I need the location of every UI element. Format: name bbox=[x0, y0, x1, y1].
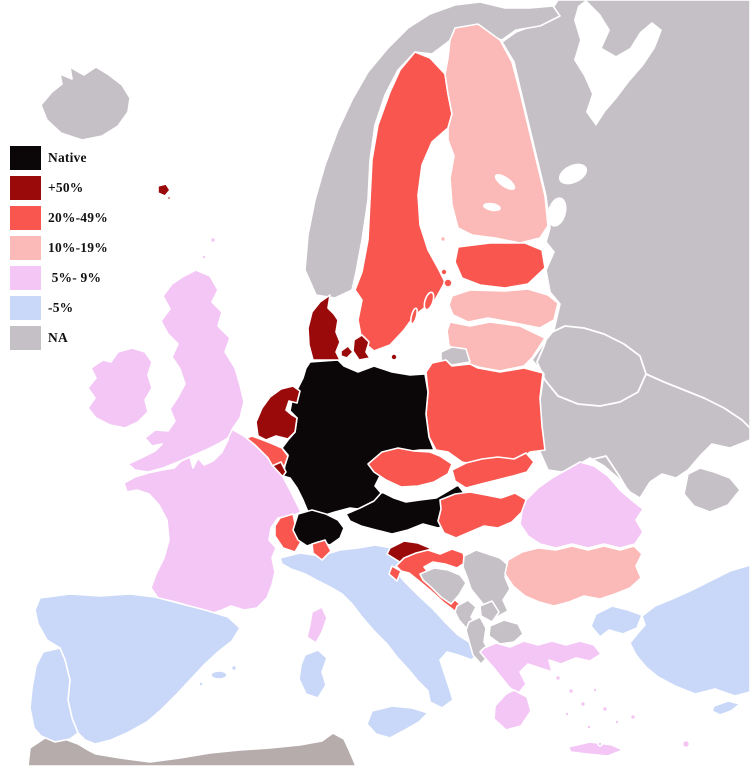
region-zealand bbox=[352, 334, 371, 361]
legend-swatch-plus50 bbox=[10, 176, 41, 200]
legend-item-na: NA bbox=[10, 326, 108, 350]
legend-label-plus50: +50% bbox=[48, 180, 84, 195]
legend-label-native: Native bbox=[48, 150, 87, 165]
region-denmark bbox=[307, 294, 341, 361]
region-ireland bbox=[87, 347, 153, 429]
region-switzerland-west bbox=[274, 513, 303, 553]
region-hungary bbox=[437, 491, 528, 539]
region-saaremaa bbox=[443, 278, 453, 288]
finnish-lake bbox=[494, 173, 516, 191]
region-norway bbox=[304, 1, 561, 299]
region-switzerland bbox=[292, 509, 345, 547]
legend-swatch-minus5 bbox=[10, 296, 41, 320]
region-uk bbox=[127, 269, 245, 473]
region-funen bbox=[340, 345, 354, 359]
region-crimea bbox=[683, 467, 741, 513]
legend-swatch-na bbox=[10, 326, 41, 350]
legend-label-minus5: -5% bbox=[48, 300, 74, 315]
belarus-border bbox=[536, 325, 647, 407]
region-crete bbox=[567, 741, 624, 757]
region-portugal bbox=[29, 647, 79, 743]
lake-ladoga bbox=[558, 163, 588, 185]
legend-swatch-20-49 bbox=[10, 206, 41, 230]
region-aland bbox=[439, 235, 447, 243]
region-romania bbox=[519, 461, 644, 549]
map-legend: Native +50% 20%-49% 10%-19% 5%- 9% -5% N… bbox=[10, 146, 108, 356]
region-estonia bbox=[454, 242, 546, 289]
aegean-islands bbox=[554, 674, 691, 749]
legend-item-5-9: 5%- 9% bbox=[10, 266, 108, 290]
finnish-lake-2 bbox=[483, 202, 501, 212]
legend-item-plus50: +50% bbox=[10, 176, 108, 200]
region-gotland bbox=[423, 291, 435, 311]
region-netherlands bbox=[255, 385, 301, 441]
legend-item-native: Native bbox=[10, 146, 108, 170]
region-istria bbox=[388, 565, 402, 582]
region-mallorca bbox=[210, 670, 228, 680]
region-cyprus bbox=[711, 700, 741, 716]
region-faroe-islet bbox=[166, 195, 172, 201]
ukraine-russia-border bbox=[645, 373, 750, 429]
region-serbia bbox=[462, 549, 511, 618]
region-shetland bbox=[209, 236, 217, 244]
region-bulgaria bbox=[504, 545, 643, 607]
region-turkey bbox=[629, 564, 750, 697]
legend-swatch-10-19 bbox=[10, 236, 41, 260]
region-slovakia bbox=[451, 452, 535, 489]
region-faroe bbox=[157, 183, 171, 197]
region-north-africa bbox=[27, 732, 357, 766]
region-lithuania bbox=[446, 321, 546, 372]
region-finland bbox=[444, 23, 549, 244]
region-bornholm bbox=[390, 353, 398, 361]
legend-swatch-5-9 bbox=[10, 266, 41, 290]
region-menorca bbox=[230, 664, 238, 672]
white-sea bbox=[574, 0, 662, 126]
region-kosovo bbox=[479, 600, 500, 623]
legend-item-minus5: -5% bbox=[10, 296, 108, 320]
legend-item-20-49: 20%-49% bbox=[10, 206, 108, 230]
region-greece bbox=[479, 640, 602, 695]
region-turkey-europe bbox=[590, 605, 643, 638]
legend-item-10-19: 10%-19% bbox=[10, 236, 108, 260]
region-poland bbox=[425, 359, 546, 467]
legend-swatch-native bbox=[10, 146, 41, 170]
region-czech bbox=[367, 447, 453, 488]
region-hiiumaa bbox=[440, 268, 448, 276]
region-bosnia bbox=[419, 567, 467, 605]
lake-onega bbox=[547, 197, 567, 227]
legend-label-10-19: 10%-19% bbox=[48, 240, 108, 255]
region-latvia bbox=[448, 288, 559, 329]
region-peloponnese bbox=[493, 689, 532, 731]
legend-label-20-49: 20%-49% bbox=[48, 210, 108, 225]
region-ibiza bbox=[198, 681, 204, 687]
region-sicily bbox=[366, 705, 429, 739]
region-orkney bbox=[201, 254, 207, 260]
region-iceland bbox=[40, 66, 131, 141]
region-kaliningrad bbox=[440, 346, 471, 366]
legend-label-5-9: 5%- 9% bbox=[48, 270, 102, 285]
region-ticino bbox=[311, 539, 332, 561]
region-corsica bbox=[306, 606, 328, 644]
region-germany bbox=[281, 359, 435, 517]
region-sardinia bbox=[298, 649, 328, 699]
region-macedonia bbox=[488, 619, 524, 645]
legend-label-na: NA bbox=[48, 330, 68, 345]
region-oland bbox=[410, 307, 418, 325]
